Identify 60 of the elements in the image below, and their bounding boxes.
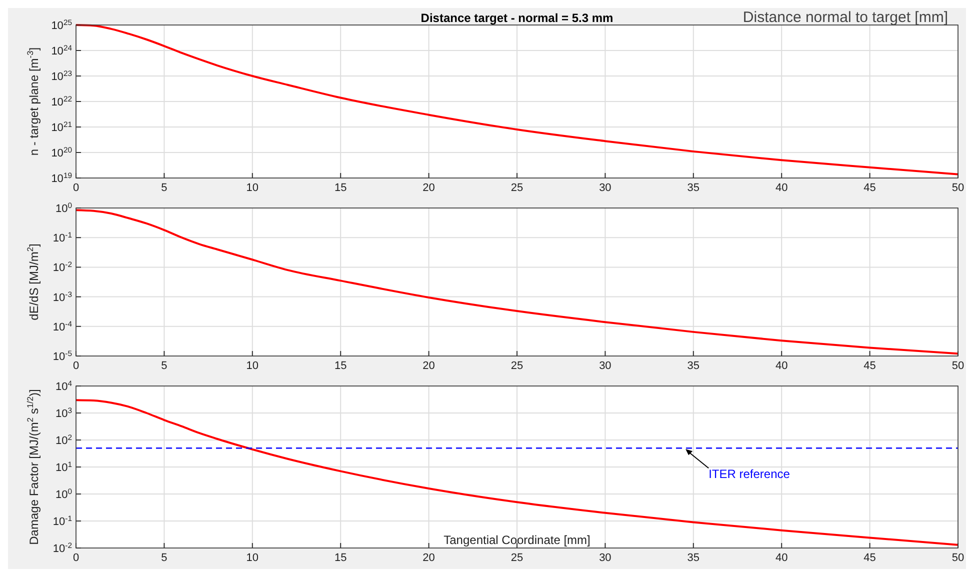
x-tick-label: 15 (334, 182, 347, 194)
y-tick-label: 10$^{-2}$ (52, 540, 72, 555)
x-tick-label: 0 (72, 360, 80, 372)
x-tick-label: 50 (952, 552, 964, 564)
x-tick-label: 15 (334, 360, 347, 372)
line-series (75, 209, 959, 355)
x-tick-label: 10 (246, 360, 259, 372)
y-tick-label: 10$^{24}$ (51, 43, 73, 58)
y-tick-label: 10$^{19}$ (51, 170, 72, 185)
x-tick-label: 20 (422, 182, 435, 194)
annotation: Distance normal to target [mm] (742, 9, 948, 26)
x-tick-label: 25 (510, 182, 524, 194)
x-tick-label: 40 (775, 552, 788, 564)
x-tick-label: 20 (422, 360, 435, 372)
x-tick-label: 5 (161, 552, 168, 564)
y-tick-label: 10$^{22}$ (51, 94, 72, 108)
x-tick-label: 30 (599, 552, 612, 564)
x-tick-label: 30 (599, 360, 612, 372)
x-tick-label: 0 (72, 552, 80, 564)
y-tick-label: 10$^{-1}$ (52, 230, 72, 245)
x-tick-label: 5 (161, 360, 168, 372)
x-tick-label: 50 (952, 360, 964, 372)
y-tick-label: 10$^{0}$ (55, 200, 72, 215)
y-tick-label: 10$^{-4}$ (52, 318, 73, 334)
x-tick-label: 40 (775, 360, 788, 372)
x-tick-label: 25 (510, 360, 524, 372)
x-tick-label: 35 (687, 360, 700, 372)
y-tick-label: 10$^{1}$ (55, 460, 72, 474)
y-tick-label: 10$^{-1}$ (52, 514, 72, 528)
y-tick-label: 10$^{3}$ (55, 406, 72, 420)
y-tick-label: 10$^{-5}$ (52, 348, 72, 363)
y-tick-label: 10$^{2}$ (55, 432, 72, 447)
x-tick-label: 20 (422, 552, 435, 564)
y-tick-label: 10$^{21}$ (51, 120, 72, 134)
x-tick-label: 25 (510, 552, 524, 564)
x-tick-label: 5 (161, 182, 168, 194)
y-tick-label: 10$^{23}$ (51, 68, 72, 83)
x-tick-label: 50 (952, 182, 964, 194)
line-series (75, 24, 959, 176)
x-tick-label: 30 (599, 182, 612, 194)
x-tick-label: 45 (864, 360, 876, 372)
x-tick-label: 10 (246, 182, 259, 194)
x-tick-label: 10 (246, 552, 259, 564)
chart-title: Distance target - normal = 5.3 mm (420, 11, 614, 25)
x-tick-label: 0 (72, 182, 80, 194)
line-series (75, 399, 959, 546)
x-tick-label: 40 (775, 182, 788, 194)
x-axis-title: Tangential Coordinate [mm] (444, 533, 590, 547)
x-tick-label: 35 (687, 182, 700, 194)
x-tick-label: 35 (687, 552, 700, 564)
y-tick-label: 10$^{-2}$ (52, 260, 72, 274)
y-tick-label: 10$^{-3}$ (52, 289, 72, 304)
y-tick-label: 10$^{0}$ (55, 486, 72, 501)
y-tick-label: 10$^{4}$ (55, 378, 73, 393)
x-tick-label: 45 (864, 182, 876, 194)
ref-line-label: ITER reference (708, 467, 790, 482)
x-tick-label: 15 (334, 552, 347, 564)
y-tick-label: 10$^{20}$ (51, 145, 72, 160)
x-tick-label: 45 (864, 552, 876, 564)
y-tick-label: 10$^{25}$ (51, 18, 72, 32)
